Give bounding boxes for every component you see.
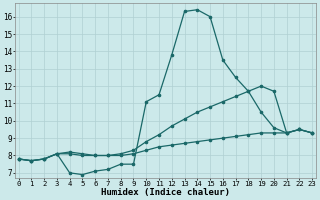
X-axis label: Humidex (Indice chaleur): Humidex (Indice chaleur) (101, 188, 230, 197)
